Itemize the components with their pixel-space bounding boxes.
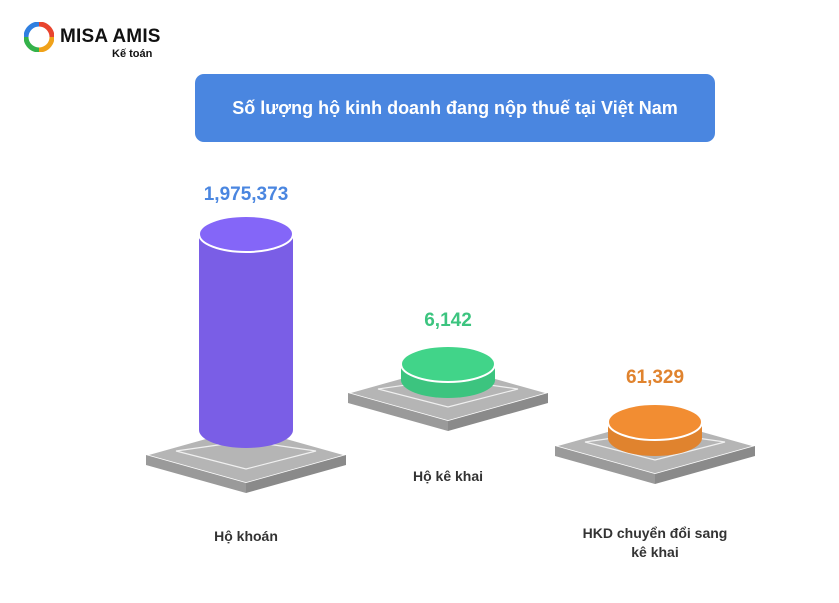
- category-label: Hộ kê khai: [413, 468, 483, 484]
- brand-name: MISA AMIS: [60, 26, 161, 47]
- platform-side-right: [655, 446, 755, 484]
- bar-top: [607, 403, 703, 441]
- platform-side-left: [348, 393, 448, 431]
- platform-side-left: [555, 446, 655, 484]
- platform-side-right: [448, 393, 548, 431]
- platform-side-left: [146, 455, 246, 493]
- chart-title: Số lượng hộ kinh doanh đang nộp thuế tại…: [232, 97, 678, 118]
- category-label: kê khai: [631, 544, 678, 560]
- title-banner: Số lượng hộ kinh doanh đang nộp thuế tại…: [195, 74, 715, 142]
- brand-logo: MISA AMIS Kế toán: [24, 22, 174, 62]
- bar-top: [400, 345, 496, 383]
- platform-side-right: [246, 455, 346, 493]
- value-label: 1,975,373: [204, 184, 289, 205]
- value-label: 6,142: [424, 310, 472, 331]
- bar-body: [199, 234, 293, 448]
- bar-top: [198, 215, 294, 253]
- value-label: 61,329: [626, 367, 684, 388]
- misa-logo-icon: [24, 22, 54, 52]
- brand-subtitle: Kế toán: [112, 48, 153, 60]
- category-label: HKD chuyển đổi sang: [583, 525, 728, 541]
- category-label: Hộ khoán: [214, 528, 278, 544]
